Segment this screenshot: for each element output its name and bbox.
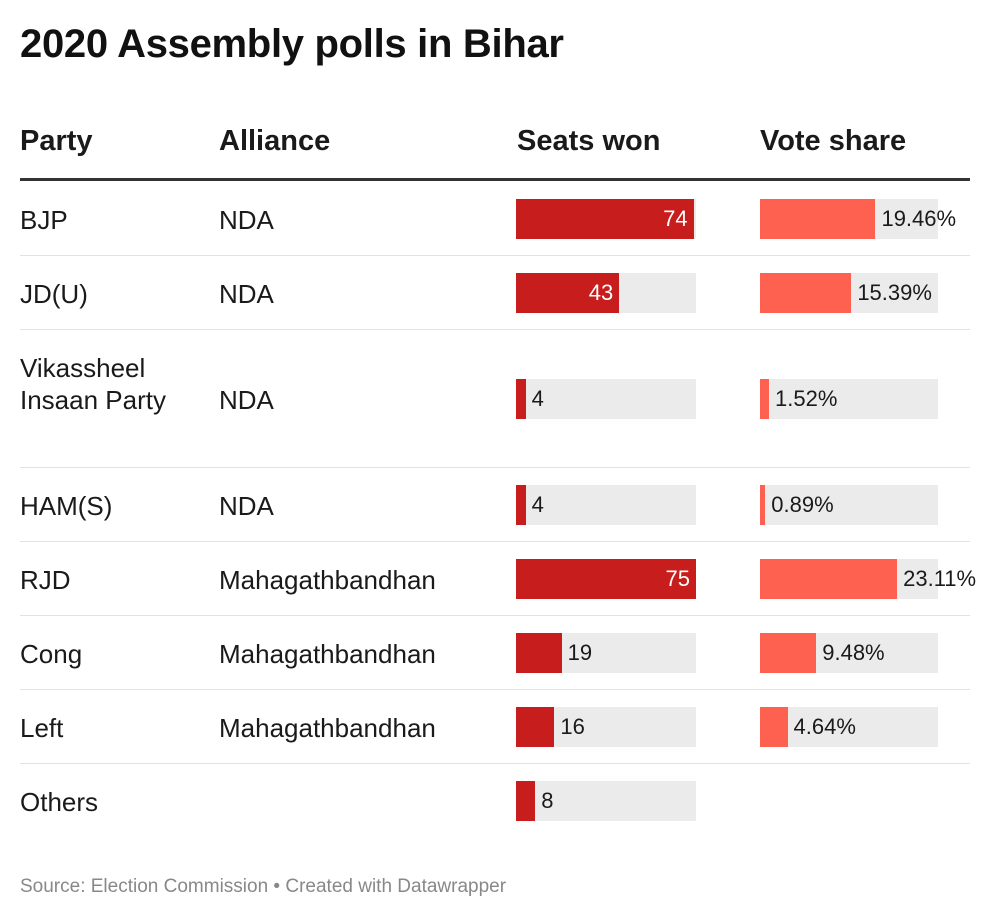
vote-share-value: 0.89% <box>771 492 834 517</box>
header-alliance: Alliance <box>219 125 331 157</box>
vote-share-bar <box>760 633 817 673</box>
row-divider <box>20 467 970 468</box>
seats-bar-track: 16 <box>516 707 696 747</box>
seats-value: 4 <box>531 492 544 517</box>
seats-bar-track: 4 <box>516 379 696 419</box>
table-row: HAM(S) NDA 4 0.89% <box>20 468 970 542</box>
table-row: BJP NDA 74 19.46% <box>20 182 970 256</box>
vote-share-bar-track: 1.52% <box>760 379 938 419</box>
seats-bar <box>516 273 620 313</box>
alliance-name: Mahagathbandhan <box>219 713 436 743</box>
seats-bar <box>516 633 562 673</box>
party-name: RJD <box>20 565 71 595</box>
vote-share-value: 4.64% <box>793 714 856 739</box>
alliance-name: NDA <box>219 279 274 309</box>
seats-bar <box>516 199 694 239</box>
party-name: HAM(S) <box>20 491 113 521</box>
seats-value: 74 <box>663 206 688 231</box>
party-name: JD(U) <box>20 279 88 309</box>
vote-share-bar <box>760 707 788 747</box>
vote-share-bar <box>760 199 876 239</box>
alliance-name: NDA <box>219 491 274 521</box>
header-seats-won: Seats won <box>517 125 661 157</box>
party-name: Left <box>20 713 64 743</box>
seats-bar-track: 4 <box>516 485 696 525</box>
chart-title: 2020 Assembly polls in Bihar <box>20 22 564 66</box>
vote-share-value: 19.46% <box>881 206 957 231</box>
alliance-name: Mahagathbandhan <box>219 639 436 669</box>
seats-bar <box>516 707 555 747</box>
row-divider <box>20 541 970 542</box>
header-party: Party <box>20 125 93 157</box>
seats-value: 8 <box>541 788 554 813</box>
row-divider <box>20 689 970 690</box>
table-row: Left Mahagathbandhan 16 4.64% <box>20 690 970 764</box>
alliance-name: NDA <box>219 385 274 415</box>
vote-share-bar <box>760 379 770 419</box>
seats-bar-track: 75 <box>516 559 696 599</box>
table-row: Cong Mahagathbandhan 19 9.48% <box>20 616 970 690</box>
seats-bar-track: 43 <box>516 273 696 313</box>
party-name: BJP <box>20 205 68 235</box>
table-row: RJD Mahagathbandhan 75 23.11% <box>20 542 976 616</box>
vote-share-bar-track: 23.11% <box>760 559 976 599</box>
source-note: Source: Election Commission • Created wi… <box>20 876 507 897</box>
seats-bar <box>516 485 526 525</box>
seats-bar-track: 74 <box>516 199 696 239</box>
table-row: Vikassheel Insaan Party NDA 4 1.52% <box>20 330 970 468</box>
table-row: Others 8 <box>20 764 970 838</box>
vote-share-value: 9.48% <box>822 640 885 665</box>
vote-share-bar <box>760 273 852 313</box>
party-name: Cong <box>20 639 83 669</box>
seats-bar <box>516 559 696 599</box>
seats-value: 16 <box>560 714 585 739</box>
seats-bar-track: 8 <box>516 781 696 821</box>
alliance-name: Mahagathbandhan <box>219 565 436 595</box>
vote-share-bar-track: 19.46% <box>760 199 956 239</box>
party-name: Others <box>20 787 99 817</box>
seats-bar-track: 19 <box>516 633 696 673</box>
vote-share-value: 15.39% <box>857 280 932 305</box>
table-row: JD(U) NDA 43 15.39% <box>20 256 970 330</box>
vote-share-bar <box>760 559 898 599</box>
row-divider <box>20 255 970 256</box>
seats-bar <box>516 781 536 821</box>
row-divider <box>20 763 970 764</box>
header-vote-share: Vote share <box>760 125 907 157</box>
seats-bar <box>516 379 526 419</box>
vote-share-value: 23.11% <box>903 566 977 591</box>
vote-share-bar-track: 4.64% <box>760 707 938 747</box>
seats-value: 19 <box>567 640 593 665</box>
vote-share-bar <box>760 485 766 525</box>
vote-share-bar-track: 15.39% <box>760 273 938 313</box>
seats-value: 43 <box>588 280 614 305</box>
row-divider <box>20 329 970 330</box>
party-name: Vikassheel Insaan Party <box>20 353 166 415</box>
vote-share-value: 1.52% <box>775 386 838 411</box>
alliance-name: NDA <box>219 205 274 235</box>
seats-value: 4 <box>531 386 544 411</box>
seats-value: 75 <box>665 566 690 591</box>
vote-share-bar-track: 0.89% <box>760 485 938 525</box>
vote-share-bar-track: 9.48% <box>760 633 938 673</box>
header-rule <box>20 178 970 181</box>
row-divider <box>20 615 970 616</box>
